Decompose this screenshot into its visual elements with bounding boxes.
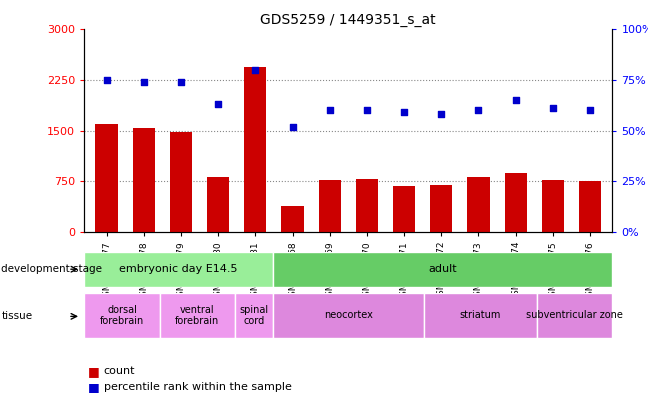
- Bar: [579, 181, 601, 232]
- Bar: [356, 178, 378, 232]
- Bar: [430, 185, 452, 232]
- Bar: [537, 293, 612, 338]
- Text: development stage: development stage: [1, 264, 102, 274]
- Point: [250, 67, 260, 73]
- Point: [399, 109, 410, 116]
- Point: [473, 107, 483, 114]
- Bar: [159, 293, 235, 338]
- Text: adult: adult: [428, 264, 457, 274]
- Text: tissue: tissue: [1, 311, 32, 321]
- Text: count: count: [104, 366, 135, 376]
- Bar: [319, 180, 341, 232]
- Bar: [393, 186, 415, 232]
- Bar: [542, 180, 564, 232]
- Bar: [170, 132, 192, 232]
- Text: neocortex: neocortex: [324, 310, 373, 320]
- Text: ■: ■: [87, 380, 99, 393]
- Bar: [281, 206, 304, 232]
- Title: GDS5259 / 1449351_s_at: GDS5259 / 1449351_s_at: [260, 13, 436, 27]
- Point: [362, 107, 372, 114]
- Point: [176, 79, 186, 85]
- Text: striatum: striatum: [459, 310, 501, 320]
- Text: percentile rank within the sample: percentile rank within the sample: [104, 382, 292, 392]
- Point: [548, 105, 558, 112]
- Bar: [273, 293, 424, 338]
- Point: [101, 77, 111, 83]
- Point: [139, 79, 149, 85]
- Point: [325, 107, 335, 114]
- Text: spinal
cord: spinal cord: [239, 305, 268, 326]
- Point: [585, 107, 596, 114]
- Bar: [273, 252, 612, 287]
- Point: [511, 97, 521, 103]
- Bar: [424, 293, 537, 338]
- Bar: [505, 173, 527, 232]
- Point: [287, 123, 297, 130]
- Bar: [207, 176, 229, 232]
- Bar: [244, 66, 266, 232]
- Bar: [235, 293, 273, 338]
- Bar: [133, 128, 155, 232]
- Text: embryonic day E14.5: embryonic day E14.5: [119, 264, 238, 274]
- Bar: [95, 124, 118, 232]
- Text: subventricular zone: subventricular zone: [526, 310, 623, 320]
- Text: ■: ■: [87, 365, 99, 378]
- Bar: [84, 252, 273, 287]
- Point: [436, 111, 446, 118]
- Text: ventral
forebrain: ventral forebrain: [175, 305, 220, 326]
- Bar: [84, 293, 159, 338]
- Text: dorsal
forebrain: dorsal forebrain: [100, 305, 144, 326]
- Bar: [467, 176, 490, 232]
- Point: [213, 101, 224, 108]
